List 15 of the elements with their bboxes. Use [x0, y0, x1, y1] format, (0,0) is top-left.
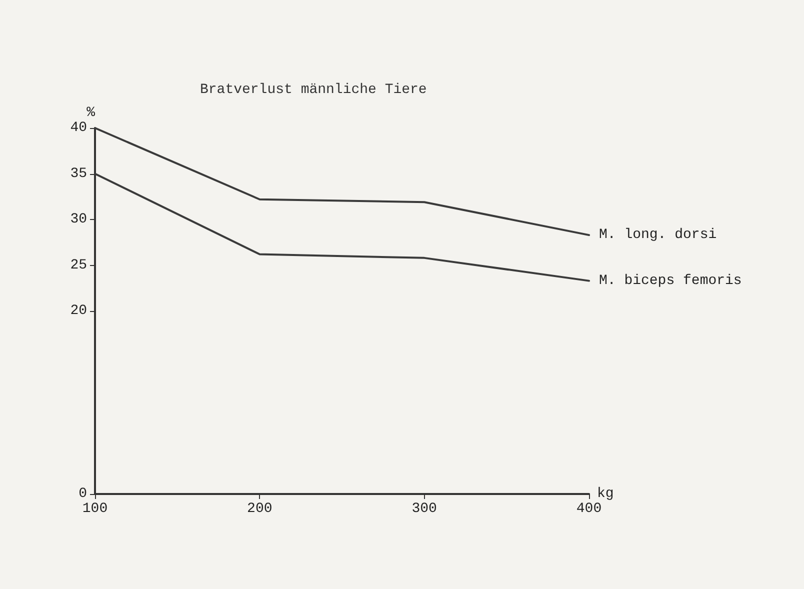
x-tick-label: 400	[576, 501, 602, 517]
y-tick-label: 25	[70, 257, 87, 274]
y-axis-title: %	[86, 105, 96, 121]
y-tick-label: 40	[70, 120, 87, 136]
series-label: M. long. dorsi	[599, 227, 717, 244]
y-tick-label: 30	[70, 212, 87, 228]
chart-title: Bratverlust männliche Tiere	[200, 82, 427, 98]
y-tick-label: 20	[70, 303, 87, 319]
x-axis-title: kg	[597, 486, 614, 502]
x-tick-label: 200	[247, 501, 272, 517]
x-tick-label: 100	[82, 501, 108, 517]
y-tick-label: 35	[70, 166, 87, 182]
series-label: M. biceps femoris	[599, 272, 742, 289]
x-tick-label: 300	[412, 501, 437, 517]
y-tick-label: 0	[78, 486, 87, 502]
